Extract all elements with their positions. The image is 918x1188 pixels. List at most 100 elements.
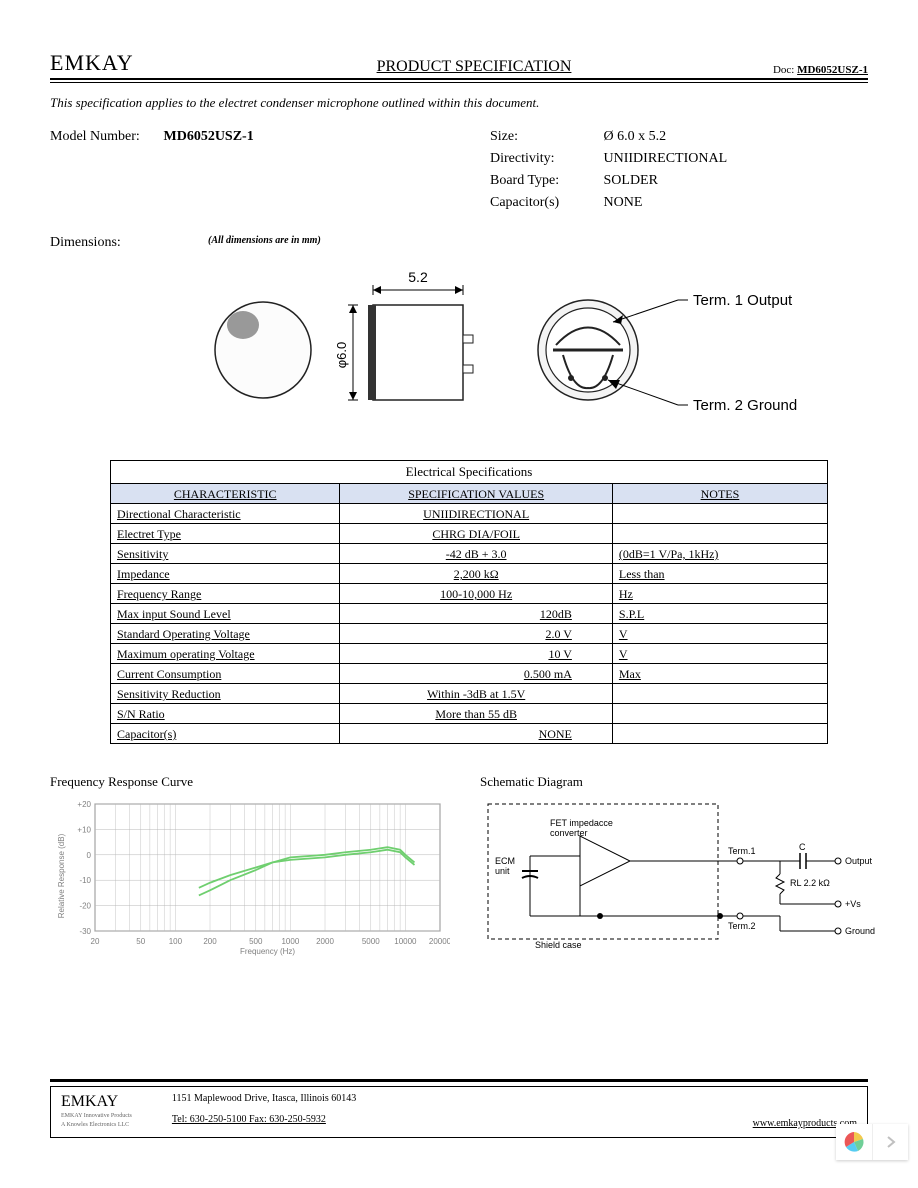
spec-characteristic: Capacitor(s) bbox=[111, 724, 340, 744]
dims-note: (All dimensions are in mm) bbox=[208, 235, 868, 246]
spec-value: 100-10,000 Hz bbox=[340, 584, 612, 604]
svg-text:+Vs: +Vs bbox=[845, 899, 861, 909]
spec-note: S.P.L bbox=[612, 604, 827, 624]
spec-value: UNIIDIRECTIONAL bbox=[340, 504, 612, 524]
dimension-drawing: 5.2 φ6.0 bbox=[208, 250, 868, 430]
spec-value: 2,200 kΩ bbox=[340, 564, 612, 584]
svg-text:RL 2.2 kΩ: RL 2.2 kΩ bbox=[790, 878, 830, 888]
spec-value: CHRG DIA/FOIL bbox=[340, 524, 612, 544]
svg-text:1000: 1000 bbox=[281, 937, 299, 946]
nav-logo-icon[interactable] bbox=[836, 1124, 872, 1160]
svg-text:Term.1: Term.1 bbox=[728, 846, 756, 856]
svg-text:10000: 10000 bbox=[394, 937, 417, 946]
spec-characteristic: Current Consumption bbox=[111, 664, 340, 684]
freq-response-chart: -30-20-100+10+20205010020050010002000500… bbox=[50, 796, 450, 956]
svg-text:Term. 2 Ground: Term. 2 Ground bbox=[693, 397, 797, 414]
svg-text:500: 500 bbox=[249, 937, 263, 946]
spec-note bbox=[612, 504, 827, 524]
svg-text:ECM: ECM bbox=[495, 856, 515, 866]
spec-characteristic: Directional Characteristic bbox=[111, 504, 340, 524]
spec-characteristic: Frequency Range bbox=[111, 584, 340, 604]
spec-value: -42 dB + 3.0 bbox=[340, 544, 612, 564]
svg-text:+20: +20 bbox=[77, 800, 91, 809]
footer-brand: EMKAY bbox=[61, 1093, 132, 1111]
spec-col-characteristic: CHARACTERISTIC bbox=[111, 484, 340, 504]
model-label: Model Number: bbox=[50, 129, 160, 145]
size-label: Size: bbox=[490, 129, 600, 145]
svg-text:Term.2: Term.2 bbox=[728, 921, 756, 931]
table-row: Directional CharacteristicUNIIDIRECTIONA… bbox=[111, 504, 828, 524]
spec-value: More than 55 dB bbox=[340, 704, 612, 724]
table-row: Capacitor(s)NONE bbox=[111, 724, 828, 744]
svg-text:+10: +10 bbox=[77, 825, 91, 834]
spec-value: 2.0 V bbox=[340, 624, 612, 644]
page-header: EMKAY PRODUCT SPECIFICATION Doc: MD6052U… bbox=[50, 50, 868, 80]
board-label: Board Type: bbox=[490, 173, 600, 189]
doc-value: MD6052USZ-1 bbox=[797, 64, 868, 76]
svg-text:20000: 20000 bbox=[429, 937, 450, 946]
spec-note: Hz bbox=[612, 584, 827, 604]
svg-text:Frequency (Hz): Frequency (Hz) bbox=[240, 947, 295, 956]
spec-characteristic: Standard Operating Voltage bbox=[111, 624, 340, 644]
spec-characteristic: Electret Type bbox=[111, 524, 340, 544]
footer-sub1: EMKAY Innovative Products bbox=[61, 1113, 132, 1120]
spec-note: (0dB=1 V/Pa, 1kHz) bbox=[612, 544, 827, 564]
footer-address: 1151 Maplewood Drive, Itasca, Illinois 6… bbox=[172, 1093, 713, 1104]
spec-characteristic: Maximum operating Voltage bbox=[111, 644, 340, 664]
table-row: Max input Sound Level120dBS.P.L bbox=[111, 604, 828, 624]
svg-text:-10: -10 bbox=[79, 876, 91, 885]
directivity-value: UNIIDIRECTIONAL bbox=[604, 151, 728, 167]
meta-section: Model Number: MD6052USZ-1 Size: Ø 6.0 x … bbox=[50, 129, 868, 217]
svg-text:-20: -20 bbox=[79, 902, 91, 911]
svg-text:FET impedacce: FET impedacce bbox=[550, 818, 613, 828]
spec-characteristic: Sensitivity Reduction bbox=[111, 684, 340, 704]
svg-text:Ground: Ground bbox=[845, 926, 875, 936]
spec-note bbox=[612, 684, 827, 704]
svg-text:5.2: 5.2 bbox=[408, 269, 428, 285]
spec-table-title: Electrical Specifications bbox=[110, 460, 828, 483]
doc-number: Doc: MD6052USZ-1 bbox=[668, 64, 868, 76]
svg-text:Output: Output bbox=[845, 856, 873, 866]
spec-note bbox=[612, 524, 827, 544]
spec-note bbox=[612, 724, 827, 744]
intro-text: This specification applies to the electr… bbox=[50, 95, 868, 111]
page-nav-widget bbox=[836, 1124, 908, 1160]
page-title: PRODUCT SPECIFICATION bbox=[280, 58, 668, 76]
dims-label: Dimensions: bbox=[50, 235, 178, 251]
spec-table-section: Electrical Specifications CHARACTERISTIC… bbox=[110, 460, 828, 744]
svg-text:0: 0 bbox=[87, 851, 92, 860]
svg-text:Shield case: Shield case bbox=[535, 940, 582, 950]
bottom-section: Frequency Response Curve -30 -20 -10 0 +10 +2… bbox=[50, 774, 868, 956]
spec-note bbox=[612, 704, 827, 724]
svg-text:C: C bbox=[799, 842, 806, 852]
spec-value: 10 V bbox=[340, 644, 612, 664]
table-row: S/N RatioMore than 55 dB bbox=[111, 704, 828, 724]
svg-text:-30: -30 bbox=[79, 927, 91, 936]
table-row: Standard Operating Voltage2.0 VV bbox=[111, 624, 828, 644]
cap-value: NONE bbox=[604, 195, 643, 211]
table-row: Impedance2,200 kΩLess than bbox=[111, 564, 828, 584]
svg-text:5000: 5000 bbox=[362, 937, 380, 946]
spec-value: 120dB bbox=[340, 604, 612, 624]
schematic-diagram: FET impedacceconverterECMunitShield case… bbox=[480, 796, 880, 956]
spec-note: Less than bbox=[612, 564, 827, 584]
header-divider bbox=[50, 82, 868, 83]
size-value: Ø 6.0 x 5.2 bbox=[604, 129, 667, 145]
footer-sub2: A Knowles Electronics LLC bbox=[61, 1122, 132, 1129]
svg-text:100: 100 bbox=[169, 937, 183, 946]
svg-text:200: 200 bbox=[203, 937, 217, 946]
model-value: MD6052USZ-1 bbox=[164, 129, 254, 145]
table-row: Sensitivity-42 dB + 3.0(0dB=1 V/Pa, 1kHz… bbox=[111, 544, 828, 564]
freq-chart-title: Frequency Response Curve bbox=[50, 774, 450, 790]
nav-forward-icon[interactable] bbox=[872, 1124, 908, 1160]
spec-value: 0.500 mA bbox=[340, 664, 612, 684]
directivity-label: Directivity: bbox=[490, 151, 600, 167]
spec-characteristic: Sensitivity bbox=[111, 544, 340, 564]
table-row: Maximum operating Voltage10 VV bbox=[111, 644, 828, 664]
cap-label: Capacitor(s) bbox=[490, 195, 600, 211]
svg-text:2000: 2000 bbox=[316, 937, 334, 946]
spec-note: V bbox=[612, 644, 827, 664]
spec-characteristic: S/N Ratio bbox=[111, 704, 340, 724]
schematic-title: Schematic Diagram bbox=[480, 774, 880, 790]
svg-text:converter: converter bbox=[550, 828, 588, 838]
